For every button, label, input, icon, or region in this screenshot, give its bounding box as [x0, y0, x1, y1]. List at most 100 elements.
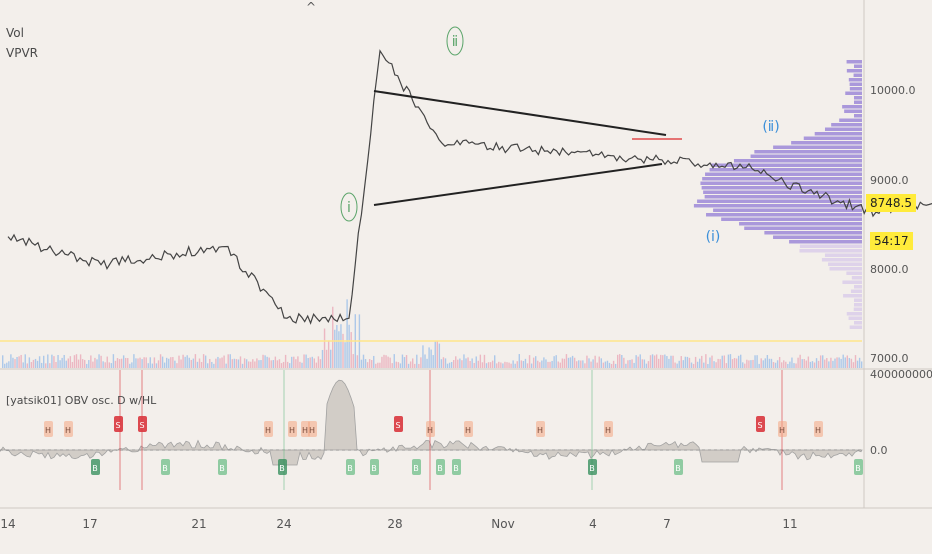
vpvr-bar: [842, 281, 862, 285]
volume-bar: [676, 364, 677, 368]
volume-bar: [810, 362, 811, 368]
wave-label: (ⅰ): [706, 229, 721, 245]
volume-bar: [242, 364, 243, 368]
vpvr-bar: [850, 326, 862, 330]
vpvr-bar: [694, 204, 862, 208]
volume-bar: [240, 356, 241, 368]
volume-bar: [55, 362, 56, 368]
vpvr-bar: [850, 83, 862, 87]
volume-bar: [191, 360, 192, 368]
volume-bar: [379, 363, 380, 368]
volume-bar: [238, 359, 239, 368]
volume-bar: [592, 359, 593, 368]
volume-bar: [102, 361, 103, 368]
volume-bar: [92, 362, 93, 368]
x-tick-label: 4: [589, 517, 597, 531]
volume-bar: [726, 363, 727, 368]
volume-bar: [158, 360, 159, 368]
volume-bar: [76, 354, 77, 368]
volume-bar: [310, 357, 311, 368]
volume-bar: [492, 361, 493, 368]
volume-bar: [330, 350, 331, 368]
volume-bar: [597, 363, 598, 368]
volume-bar: [654, 355, 655, 368]
vpvr-bar: [815, 132, 862, 136]
volume-bar: [121, 359, 122, 368]
volume-bar: [631, 359, 632, 368]
volume-bar: [266, 357, 267, 368]
vpvr-bar: [843, 294, 862, 298]
volume-bar: [373, 356, 374, 368]
volume-bar: [326, 350, 327, 368]
volume-bar: [469, 361, 470, 368]
high-marker-label: H: [427, 426, 433, 435]
vpvr-bar: [854, 96, 862, 100]
vpvr-bar: [705, 195, 862, 199]
low-marker-label: B: [162, 464, 168, 473]
volume-bar: [428, 347, 429, 368]
volume-bar: [812, 361, 813, 368]
volume-bar: [629, 360, 630, 368]
volume-bar: [582, 360, 583, 368]
vpvr-bar: [702, 186, 862, 190]
volume-bar: [482, 362, 483, 368]
volume-bar: [625, 364, 626, 368]
volume-bar: [512, 360, 513, 368]
volume-bar: [668, 359, 669, 368]
volume-bar: [781, 362, 782, 368]
volume-bar: [674, 363, 675, 368]
volume-bar: [12, 358, 13, 368]
volume-bar: [88, 360, 89, 368]
vpvr-bar: [852, 276, 862, 280]
high-marker-label: H: [302, 426, 308, 435]
volume-bar: [711, 356, 712, 368]
volume-bar: [361, 360, 362, 368]
low-marker-label: B: [219, 464, 225, 473]
volume-bar: [205, 356, 206, 368]
volume-bar: [289, 363, 290, 368]
volume-bar: [244, 358, 245, 368]
volume-bar: [279, 359, 280, 368]
volume-bar: [521, 360, 522, 368]
volume-bar: [351, 332, 352, 368]
volume-bar: [623, 358, 624, 368]
volume-bar: [541, 361, 542, 368]
volume-bar: [107, 357, 108, 368]
volume-bar: [562, 358, 563, 368]
volume-bar: [666, 356, 667, 368]
x-tick-label: 17: [82, 517, 97, 531]
volume-bar: [701, 356, 702, 368]
volume-bar: [834, 359, 835, 368]
vol-label: Vol: [6, 26, 24, 40]
vpvr-bar: [734, 159, 862, 163]
volume-bar: [758, 364, 759, 368]
volume-bar: [23, 362, 24, 368]
volume-bar: [129, 364, 130, 368]
volume-bar: [607, 361, 608, 368]
countdown-badge: 54:17: [870, 232, 913, 250]
volume-bar: [211, 362, 212, 368]
volume-bar: [799, 355, 800, 368]
high-marker-label: H: [779, 426, 785, 435]
volume-bar: [785, 362, 786, 368]
volume-bar: [29, 357, 30, 368]
volume-bar: [111, 363, 112, 368]
low-marker-label: B: [347, 464, 353, 473]
volume-bar: [137, 358, 138, 368]
volume-bar: [859, 358, 860, 368]
volume-bar: [51, 355, 52, 368]
volume-bar: [515, 364, 516, 368]
volume-bar: [707, 364, 708, 368]
volume-bar: [225, 364, 226, 368]
volume-bar: [734, 358, 735, 368]
volume-bar: [847, 355, 848, 368]
volume-bar: [236, 359, 237, 368]
volume-bar: [535, 356, 536, 368]
volume-bar: [400, 363, 401, 368]
volume-bar: [426, 359, 427, 368]
volume-bar: [621, 355, 622, 368]
volume-bar: [68, 358, 69, 368]
volume-bar: [385, 355, 386, 368]
vpvr-bar: [854, 321, 862, 325]
vpvr-bar: [847, 312, 862, 316]
